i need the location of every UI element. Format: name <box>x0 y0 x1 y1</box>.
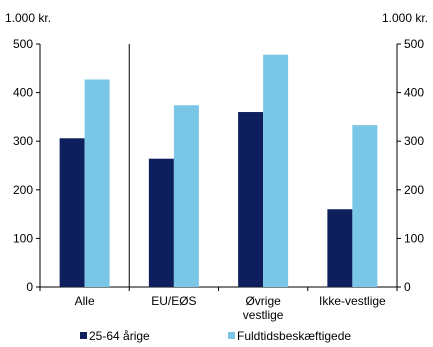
plot-area: 0 0 100 100 200 200 300 300 400 400 500 500 Alle EU/E… <box>13 37 424 322</box>
left-y-tick-label: 100 <box>13 231 33 245</box>
legend-swatch <box>80 332 87 339</box>
left-y-tick-label: 500 <box>13 37 33 51</box>
bar <box>59 138 85 287</box>
bar <box>173 105 199 288</box>
legend-label: 25-64 årige <box>89 329 150 343</box>
x-tick-label: Ikke-vestlige <box>319 294 386 308</box>
right-y-tick-label: 300 <box>404 134 424 148</box>
left-y-tick-label: 400 <box>13 86 33 100</box>
left-y-tick-label: 200 <box>13 183 33 197</box>
bar <box>352 125 378 287</box>
bar <box>327 209 353 287</box>
bar <box>263 54 289 287</box>
bar <box>238 112 264 287</box>
left-unit-label: 1.000 kr. <box>5 11 51 25</box>
bar <box>84 79 110 287</box>
x-tick-label: Alle <box>75 294 95 308</box>
left-y-tick-label: 300 <box>13 134 33 148</box>
x-tick-label: EU/EØS <box>151 294 196 308</box>
left-y-tick-label: 0 <box>26 280 33 294</box>
legend: 25-64 årige Fuldtidsbeskæftigede <box>80 329 351 343</box>
right-y-tick-label: 0 <box>404 280 411 294</box>
right-y-tick-label: 500 <box>404 37 424 51</box>
right-y-tick-label: 200 <box>404 183 424 197</box>
legend-label: Fuldtidsbeskæftigede <box>237 329 351 343</box>
x-tick-label: vestlige <box>243 308 284 322</box>
right-unit-label: 1.000 kr. <box>382 11 428 25</box>
x-tick-label: Øvrige <box>245 294 281 308</box>
right-y-tick-label: 100 <box>404 231 424 245</box>
legend-swatch <box>228 332 235 339</box>
bar <box>148 158 174 287</box>
right-y-tick-label: 400 <box>404 86 424 100</box>
